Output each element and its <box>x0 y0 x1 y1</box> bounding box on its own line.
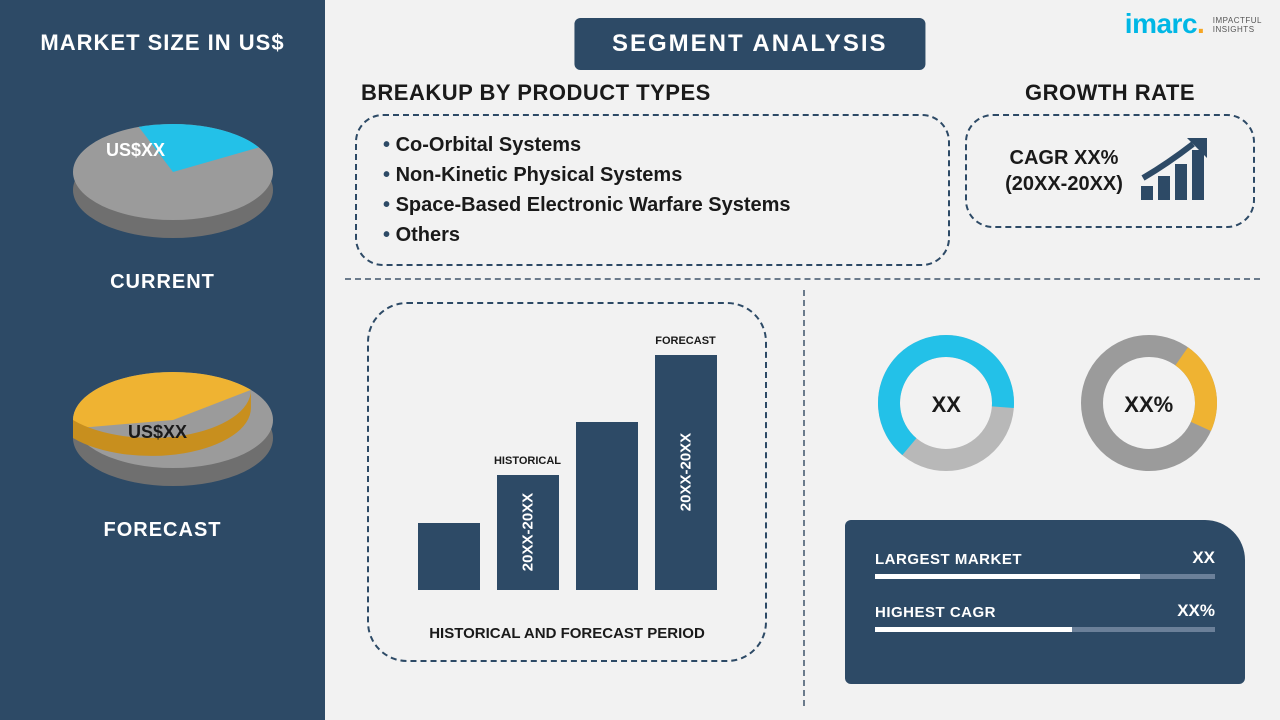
bar-caption: HISTORICAL AND FORECAST PERIOD <box>369 625 765 642</box>
pie-forecast-caption: FORECAST <box>104 519 222 542</box>
metric-bar <box>875 574 1215 579</box>
bar-area: HISTORICAL20XX-20XXFORECAST20XX-20XX <box>409 350 725 590</box>
bar <box>418 523 480 590</box>
metric-bar <box>875 627 1215 632</box>
pie-current-caption: CURRENT <box>110 271 215 294</box>
brand-logo: imarc. IMPACTFULINSIGHTS <box>1125 8 1262 40</box>
bar-period-label: 20XX-20XX <box>677 433 694 511</box>
growth-section: GROWTH RATE CAGR XX% (20XX-20XX) <box>965 80 1255 228</box>
metric-bar-fill <box>875 574 1140 579</box>
metric-row: LARGEST MARKET XX <box>875 548 1215 568</box>
breakup-item: Non-Kinetic Physical Systems <box>383 160 922 190</box>
bar-period-label: 20XX-20XX <box>519 493 536 571</box>
bar <box>576 422 638 590</box>
breakup-item: Others <box>383 220 922 250</box>
pie-current-svg: US$XX <box>38 86 288 266</box>
donut-1: XX <box>861 333 1031 478</box>
breakup-item: Co-Orbital Systems <box>383 130 922 160</box>
breakup-title: BREAKUP BY PRODUCT TYPES <box>361 80 950 106</box>
donut-1-value: XX <box>861 392 1031 418</box>
growth-box: CAGR XX% (20XX-20XX) <box>965 114 1255 228</box>
segment-header: SEGMENT ANALYSIS <box>574 18 926 70</box>
bar-chart-section: HISTORICAL20XX-20XXFORECAST20XX-20XX HIS… <box>367 302 767 662</box>
pie-forecast: US$XX <box>38 334 288 514</box>
growth-icon <box>1137 134 1215 208</box>
breakup-item: Space-Based Electronic Warfare Systems <box>383 190 922 220</box>
donut-2: XX% <box>1064 333 1234 478</box>
metric-label: LARGEST MARKET <box>875 551 1022 568</box>
bar: FORECAST20XX-20XX <box>655 355 717 590</box>
metric-label: HIGHEST CAGR <box>875 604 996 621</box>
vertical-divider <box>803 290 805 706</box>
metric-bar-fill <box>875 627 1072 632</box>
bar-top-label: FORECAST <box>655 335 716 347</box>
logo-text: imarc <box>1125 8 1197 39</box>
bar: HISTORICAL20XX-20XX <box>497 475 559 590</box>
pie-current-label: US$XX <box>106 140 165 160</box>
donut-2-value: XX% <box>1064 392 1234 418</box>
metric-card: LARGEST MARKET XX HIGHEST CAGR XX% <box>845 520 1245 684</box>
left-panel: MARKET SIZE IN US$ US$XX CURRENT US$XX F… <box>0 0 325 720</box>
breakup-list: Co-Orbital SystemsNon-Kinetic Physical S… <box>383 130 922 250</box>
growth-line2: (20XX-20XX) <box>1005 171 1123 197</box>
metric-row: HIGHEST CAGR XX% <box>875 601 1215 621</box>
growth-text: CAGR XX% (20XX-20XX) <box>1005 145 1123 197</box>
breakup-box: Co-Orbital SystemsNon-Kinetic Physical S… <box>355 114 950 266</box>
logo-tagline: IMPACTFULINSIGHTS <box>1213 16 1262 34</box>
right-panel: imarc. IMPACTFULINSIGHTS SEGMENT ANALYSI… <box>325 0 1280 720</box>
pie-forecast-svg: US$XX <box>38 334 288 514</box>
donut-section: XX XX% <box>845 310 1250 500</box>
bar-top-label: HISTORICAL <box>494 455 561 467</box>
growth-line1: CAGR XX% <box>1005 145 1123 171</box>
growth-title: GROWTH RATE <box>965 80 1255 106</box>
metric-value: XX <box>1192 548 1215 568</box>
pie-forecast-label: US$XX <box>128 422 187 442</box>
bar-chart-box: HISTORICAL20XX-20XXFORECAST20XX-20XX HIS… <box>367 302 767 662</box>
pie-current: US$XX <box>38 86 288 266</box>
left-panel-title: MARKET SIZE IN US$ <box>40 30 284 56</box>
horizontal-divider <box>345 278 1260 280</box>
metric-value: XX% <box>1177 601 1215 621</box>
breakup-section: BREAKUP BY PRODUCT TYPES Co-Orbital Syst… <box>355 80 950 266</box>
